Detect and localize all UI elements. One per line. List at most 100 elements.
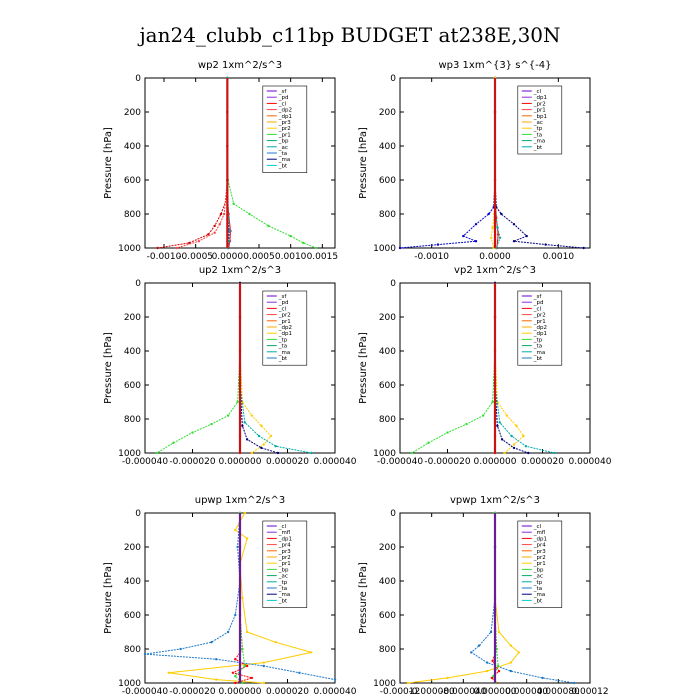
series-point xyxy=(245,438,249,441)
series-point xyxy=(485,669,489,673)
series-point xyxy=(500,438,504,441)
y-tick-label: 1000 xyxy=(373,244,396,254)
series-point xyxy=(241,424,244,427)
y-tick-label: 400 xyxy=(379,142,396,152)
series-point xyxy=(236,545,239,549)
x-tick-label: 0.000040 xyxy=(314,457,357,467)
series-line xyxy=(144,512,336,681)
series-point xyxy=(512,223,516,226)
series-point xyxy=(241,647,244,651)
legend-entry: _mfl xyxy=(278,530,291,536)
series-point xyxy=(498,236,502,239)
series-line xyxy=(407,513,520,684)
legend-entry: _dp1 xyxy=(278,331,292,337)
legend-box xyxy=(262,85,308,173)
legend-entry: _dp1 xyxy=(278,114,292,120)
x-tick-label: 0.0010 xyxy=(543,252,575,262)
legend-entry: _pr2 xyxy=(533,555,546,561)
series-point xyxy=(525,234,528,238)
legend-entry: _pr2 xyxy=(533,313,546,319)
legend-entry: _tp xyxy=(533,337,543,343)
series-point xyxy=(477,644,481,647)
legend-entry: _cl xyxy=(533,524,542,530)
series-point xyxy=(213,224,216,228)
series-point xyxy=(541,676,544,680)
series-point xyxy=(481,414,485,417)
series-point xyxy=(490,676,494,680)
panel-4: vp2 1xm^2/s^3 Pressure [hPa] 0 200 400 600 800… xyxy=(358,265,612,467)
y-axis-label: Pressure [hPa] xyxy=(103,127,114,199)
legend-entry: _dp1 xyxy=(533,95,547,101)
x-tick-label: 0.0000 xyxy=(479,252,511,262)
y-tick-label: 600 xyxy=(124,381,141,391)
y-tick-label: 1000 xyxy=(118,449,141,459)
x-tick-label: -0.000040 xyxy=(122,457,168,467)
legend-box xyxy=(262,520,308,608)
y-tick-label: 0 xyxy=(135,509,141,519)
series-point xyxy=(241,596,244,600)
series-point xyxy=(179,647,182,651)
series-point xyxy=(314,246,318,250)
x-tick-label: 0.0010 xyxy=(275,252,307,262)
series-point xyxy=(487,212,490,216)
series-line xyxy=(157,78,228,249)
series-point xyxy=(509,669,513,673)
series-point xyxy=(156,246,159,250)
series-point xyxy=(228,229,232,233)
series-point xyxy=(497,630,501,634)
legend-entry: _pr2 xyxy=(533,101,546,107)
panel-title: vpwp 1xm^2/s^3 xyxy=(450,495,540,506)
series-point xyxy=(302,241,305,245)
x-tick-label: 0.000040 xyxy=(505,687,548,697)
y-tick-label: 800 xyxy=(124,210,141,220)
y-tick-label: 400 xyxy=(124,142,141,152)
legend-entry: _ta xyxy=(278,586,287,592)
panel-6: vpwp 1xm^2/s^3 Pressure [hPa] 0 200 400 600 80… xyxy=(358,495,609,697)
y-tick-label: 200 xyxy=(124,313,141,323)
series-point xyxy=(490,236,493,239)
legend-entry: _bp1 xyxy=(533,114,547,120)
series-point xyxy=(512,240,516,243)
legend-entry: _tp xyxy=(533,580,543,586)
y-tick-label: 600 xyxy=(124,611,141,621)
y-tick-label: 600 xyxy=(379,176,396,186)
series-line xyxy=(411,283,496,454)
series-point xyxy=(250,414,254,417)
legend-entry: _sf xyxy=(278,294,288,300)
series-point xyxy=(274,445,277,448)
series-line xyxy=(168,512,312,684)
series-point xyxy=(446,676,449,680)
legend-entry: _tp xyxy=(533,126,543,132)
series-point xyxy=(491,400,494,404)
y-tick-label: 400 xyxy=(379,577,396,587)
y-tick-label: 800 xyxy=(124,415,141,425)
x-tick-label: -0.000040 xyxy=(440,687,486,697)
legend-entry: _pr3 xyxy=(278,120,292,126)
series-point xyxy=(226,630,230,634)
legend-entry: _pr1 xyxy=(278,319,291,325)
series-point xyxy=(210,422,213,426)
y-tick-label: 600 xyxy=(124,176,141,186)
panel-title: wp2 1xm^2/s^3 xyxy=(198,60,282,71)
series-point xyxy=(210,641,213,644)
x-tick-label: 0.000000 xyxy=(474,687,517,697)
x-tick-label: -0.000020 xyxy=(169,457,215,467)
series-line xyxy=(470,513,575,684)
panel-title: vp2 1xm^2/s^3 xyxy=(454,265,536,276)
y-axis-label: Pressure [hPa] xyxy=(358,562,369,634)
series-point xyxy=(524,445,528,448)
series-point xyxy=(572,681,576,685)
y-tick-label: 400 xyxy=(124,577,141,587)
legend-entry: _ta xyxy=(533,344,542,350)
x-tick-label: 0.000020 xyxy=(266,457,309,467)
y-tick-label: 200 xyxy=(379,108,396,118)
series-point xyxy=(527,451,530,455)
legend-entry: _bt xyxy=(533,356,543,362)
x-tick-label: -0.000040 xyxy=(122,687,168,697)
series-point xyxy=(218,223,221,226)
y-tick-label: 600 xyxy=(379,381,396,391)
series-point xyxy=(289,234,292,238)
legend-entry: _bt xyxy=(278,163,288,169)
legend-entry: _ac xyxy=(278,145,288,151)
